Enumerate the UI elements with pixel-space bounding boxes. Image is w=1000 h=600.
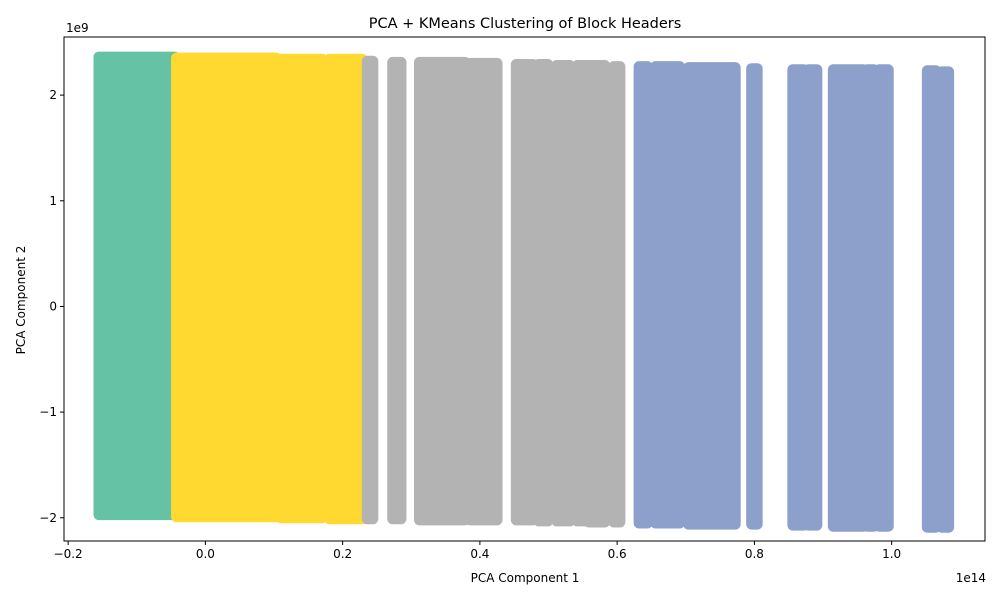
y-tick-label: −2 <box>39 511 57 525</box>
x-tick-label: 1.0 <box>882 547 901 561</box>
y-tick-label: 0 <box>49 299 57 313</box>
y-tick-label: 1 <box>49 194 57 208</box>
scatter-band-cluster-2-1 <box>171 52 282 523</box>
scatter-band-cluster-3-3 <box>413 56 471 526</box>
scatter-band-cluster-4-4 <box>746 63 763 530</box>
chart-title: PCA + KMeans Clustering of Block Headers <box>369 16 682 32</box>
scatter-band-cluster-3-1 <box>361 55 379 525</box>
axes: −0.2 0.0 0.2 0.4 0.6 0.8 1.0 −2 −1 0 1 2 <box>39 36 986 561</box>
scatter-band-cluster-3-12 <box>608 61 626 528</box>
scatter-band-cluster-2-2 <box>275 53 328 524</box>
scatter-band-cluster-4-1 <box>633 61 653 529</box>
scatter-band-cluster-3-4 <box>464 57 503 526</box>
axes-frame <box>63 36 986 542</box>
x-offset-text: 1e14 <box>956 571 986 585</box>
scatter-band-cluster-4-3 <box>683 62 741 530</box>
scatter-band-cluster-3-2 <box>387 56 407 525</box>
x-axis-label: PCA Component 1 <box>471 571 580 585</box>
x-tick-label: 0.4 <box>470 547 489 561</box>
scatter-band-cluster-4-10 <box>873 64 894 532</box>
x-tick-label: 0.6 <box>608 547 627 561</box>
scatter-band-cluster-4-12 <box>936 66 955 533</box>
scatter-band-cluster-3-7 <box>533 58 554 527</box>
scatter-band-cluster-4-2 <box>650 61 686 529</box>
y-tick-label: 2 <box>49 88 57 102</box>
scatter-band-cluster-3-8 <box>551 60 576 527</box>
x-tick-label: 0.2 <box>333 547 352 561</box>
scatter-band-cluster-2-3 <box>324 53 368 525</box>
y-tick-label: −1 <box>39 405 57 419</box>
y-axis-label: PCA Component 2 <box>14 246 28 355</box>
scatter-band-cluster-1-1 <box>93 51 180 521</box>
scatter-band-cluster-4-6 <box>803 64 823 531</box>
x-tick-label: −0.2 <box>54 547 83 561</box>
plot-area <box>93 51 955 533</box>
scatter-band-cluster-3-11 <box>595 60 611 528</box>
x-tick-label: 0.8 <box>745 547 764 561</box>
y-offset-text: 1e9 <box>66 21 89 35</box>
x-tick-label: 0.0 <box>196 547 215 561</box>
